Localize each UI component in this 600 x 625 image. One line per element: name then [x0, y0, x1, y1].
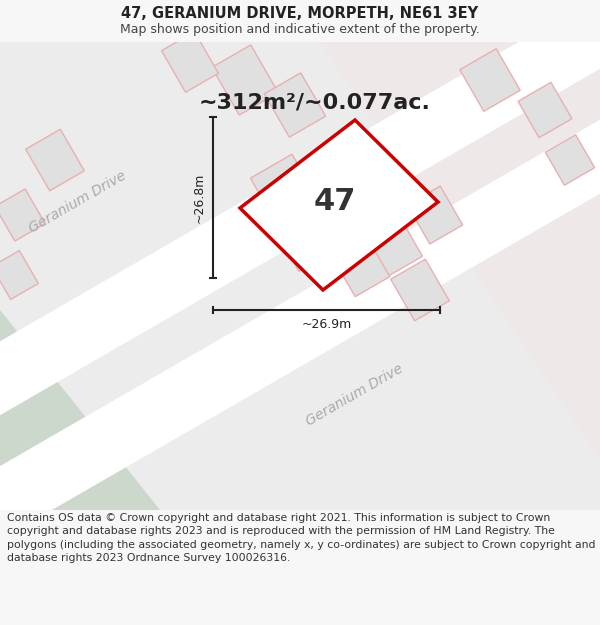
- Text: Map shows position and indicative extent of the property.: Map shows position and indicative extent…: [120, 24, 480, 36]
- Polygon shape: [310, 179, 380, 251]
- Polygon shape: [407, 186, 463, 244]
- Polygon shape: [358, 211, 422, 279]
- Text: Geranium Drive: Geranium Drive: [304, 361, 406, 429]
- Polygon shape: [161, 32, 218, 92]
- Polygon shape: [460, 49, 520, 111]
- Polygon shape: [518, 82, 572, 138]
- Text: 47, GERANIUM DRIVE, MORPETH, NE61 3EY: 47, GERANIUM DRIVE, MORPETH, NE61 3EY: [121, 6, 479, 21]
- Polygon shape: [0, 251, 38, 299]
- Text: ~26.9m: ~26.9m: [301, 318, 352, 331]
- Polygon shape: [0, 189, 45, 241]
- Text: 47: 47: [314, 188, 356, 216]
- Polygon shape: [26, 129, 85, 191]
- Polygon shape: [545, 135, 595, 185]
- Polygon shape: [330, 233, 390, 297]
- Polygon shape: [250, 154, 320, 226]
- Text: Contains OS data © Crown copyright and database right 2021. This information is : Contains OS data © Crown copyright and d…: [7, 513, 596, 562]
- Polygon shape: [240, 120, 438, 290]
- Polygon shape: [320, 42, 600, 460]
- Polygon shape: [265, 73, 326, 137]
- Polygon shape: [275, 209, 335, 271]
- Polygon shape: [0, 0, 600, 608]
- Text: Geranium Drive: Geranium Drive: [27, 169, 129, 236]
- Polygon shape: [0, 310, 160, 510]
- Polygon shape: [212, 45, 278, 115]
- Text: ~26.8m: ~26.8m: [193, 173, 205, 222]
- Text: ~312m²/~0.077ac.: ~312m²/~0.077ac.: [199, 92, 431, 112]
- Polygon shape: [391, 259, 449, 321]
